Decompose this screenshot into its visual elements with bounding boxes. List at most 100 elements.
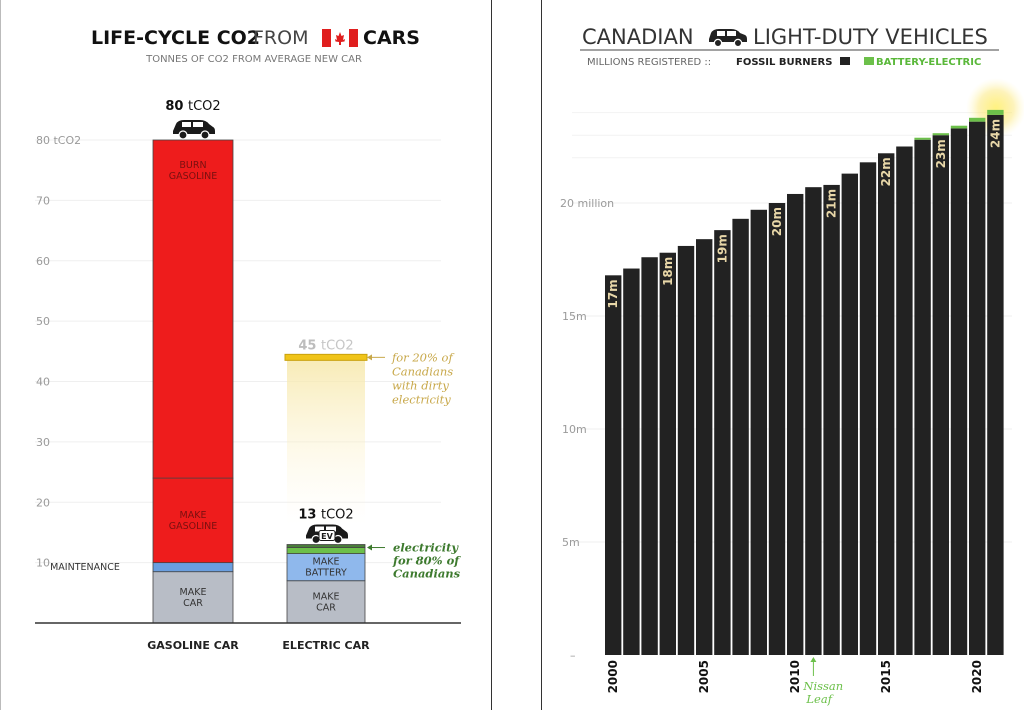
- dirty-electricity-glow: [287, 357, 365, 525]
- chart-title-part1: LIFE-CYCLE CO2: [91, 27, 260, 49]
- y-tick-label-10: 10: [36, 557, 50, 570]
- gasoline-car-maintenance-label: MAINTENANCE: [50, 562, 120, 573]
- y-tick-label-40: 40: [36, 376, 50, 389]
- chart2-title-part2: LIGHT-DUTY VEHICLES: [753, 25, 988, 49]
- electric-car-total-label: 13 tCO2: [298, 508, 353, 523]
- bar-fossil-2013: [841, 173, 858, 655]
- gasoline-car-make-gasoline-label: GASOLINE: [169, 521, 218, 532]
- bar-electric-2018: [932, 133, 949, 136]
- clean-note-arrowhead: [367, 544, 372, 551]
- x-tick-label-2010: 2010: [788, 660, 802, 693]
- y-tick-label-10: 10m: [562, 423, 587, 436]
- y-tick-label-20: 20 million: [560, 197, 614, 210]
- gasoline-car-total-label: 80 tCO2: [165, 99, 220, 114]
- clean-note-line: Canadians: [393, 567, 461, 581]
- chart-title-part2: FROM: [253, 27, 308, 49]
- bar-value-label-2000: 17m: [606, 279, 620, 308]
- electric-car-electricity-segment: [286, 547, 366, 554]
- bar-electric-2020: [969, 117, 986, 122]
- bar-fossil-2015: [878, 153, 895, 655]
- bar-fossil-2017: [914, 139, 931, 656]
- y-tick-label-60: 60: [36, 255, 50, 268]
- bar-electric-2021: [987, 109, 1004, 115]
- gasoline-car-make-gasoline-segment: [152, 477, 234, 564]
- bar-fossil-2000: [605, 275, 622, 655]
- bar-fossil-2001: [623, 268, 640, 655]
- dirty-electricity-total: 45 tCO2: [298, 338, 353, 353]
- electric-car-make-battery-segment: [286, 553, 366, 582]
- bar-fossil-2010: [787, 193, 804, 655]
- y-tick-label-30: 30: [36, 436, 50, 449]
- electric-car-make-car-label: CAR: [316, 602, 336, 613]
- category-label-electric-car: ELECTRIC CAR: [282, 639, 370, 652]
- dirty-note-line: for 20% of: [391, 350, 454, 364]
- bar-value-label-2003: 18m: [661, 257, 675, 286]
- y-tick-label-50: 50: [36, 315, 50, 328]
- gasoline-car-maintenance-segment: [152, 562, 234, 573]
- gasoline-car-make-car-label: MAKE: [180, 587, 207, 598]
- electric-car-make-car-segment: [286, 580, 366, 624]
- electric-car-car-icon: EV: [306, 524, 348, 545]
- electric-car-make-battery-label: BATTERY: [305, 568, 347, 579]
- dirty-note-line: electricity: [392, 392, 451, 406]
- legend-fossil-label: FOSSIL BURNERS: [736, 57, 832, 68]
- chart-title-part3: CARS: [363, 27, 420, 49]
- y-tick-label-20: 20: [36, 496, 50, 509]
- bar-fossil-2006: [714, 230, 731, 655]
- category-label-gasoline-car: GASOLINE CAR: [147, 639, 239, 652]
- dirty-note-line: with dirty: [392, 378, 449, 392]
- bar-fossil-2009: [768, 203, 786, 655]
- bar-fossil-2016: [896, 146, 913, 655]
- electric-car-make-battery-label: MAKE: [313, 557, 340, 568]
- bar-fossil-2012: [823, 184, 840, 656]
- clean-note-line: electricity: [393, 541, 459, 555]
- bar-value-label-2018: 23m: [934, 139, 948, 168]
- legend-electric-label: BATTERY-ELECTRIC: [876, 57, 981, 68]
- bar-fossil-2008: [750, 209, 767, 655]
- dirty-electricity-bar: [284, 353, 368, 361]
- annotation-arrowhead: [810, 657, 817, 662]
- bar-fossil-2014: [859, 162, 877, 655]
- bar-electric-2017: [914, 137, 931, 140]
- light-duty-vehicles-chart: CANADIAN LIGHT-DUTY VEHICLES MILLIONS RE…: [560, 25, 1024, 706]
- light-duty-vehicles-panel: CANADIAN LIGHT-DUTY VEHICLES MILLIONS RE…: [541, 0, 1024, 710]
- legend-electric-swatch: [864, 57, 874, 65]
- bar-value-label-2012: 21m: [825, 189, 839, 218]
- gasoline-car-make-gasoline-label: MAKE: [180, 510, 207, 521]
- chart2-title-part1: CANADIAN: [582, 25, 694, 49]
- gasoline-car-burn-gasoline-label: BURN: [179, 160, 206, 171]
- x-tick-label-2000: 2000: [606, 660, 620, 693]
- chart-subtitle: TONNES OF CO2 FROM AVERAGE NEW CAR: [145, 54, 362, 65]
- y-tick-label-15: 15m: [562, 310, 587, 323]
- bar-fossil-2003: [659, 252, 676, 655]
- bar-fossil-2007: [732, 218, 749, 655]
- electric-car-make-car-label: MAKE: [313, 591, 340, 602]
- gasoline-car-burn-gasoline-segment: [152, 139, 234, 479]
- y-tick-label-0: –: [570, 649, 576, 662]
- life-cycle-co2-chart: LIFE-CYCLE CO2 FROM CARS TONNES OF CO2 F…: [35, 27, 461, 652]
- bar-fossil-2018: [932, 135, 949, 655]
- gasoline-car-make-car-label: CAR: [183, 598, 203, 609]
- chart2-subtitle: MILLIONS REGISTERED ::: [587, 57, 711, 68]
- x-tick-label-2005: 2005: [697, 660, 711, 693]
- bar-electric-2019: [950, 125, 968, 129]
- dirty-note-arrowhead: [367, 354, 372, 361]
- electric-car-electricity-top-segment: [286, 544, 366, 548]
- y-tick-label-5: 5m: [562, 536, 580, 549]
- bar-fossil-2011: [805, 187, 822, 655]
- x-tick-label-2020: 2020: [970, 660, 984, 693]
- gasoline-car-car-icon: [173, 120, 215, 140]
- bar-value-label-2006: 19m: [715, 234, 729, 263]
- car-icon: [709, 29, 747, 48]
- y-tick-label-70: 70: [36, 194, 50, 207]
- bar-value-label-2009: 20m: [770, 207, 784, 236]
- clean-note-line: for 80% of: [392, 554, 461, 568]
- bar-value-label-2021: 24m: [988, 119, 1002, 148]
- bar-fossil-2020: [969, 121, 986, 655]
- dirty-note-line: Canadians: [392, 364, 453, 378]
- bar-fossil-2021: [987, 114, 1004, 656]
- ev-badge-label: EV: [321, 532, 333, 541]
- life-cycle-co2-panel: LIFE-CYCLE CO2 FROM CARS TONNES OF CO2 F…: [0, 0, 492, 710]
- legend-fossil-swatch: [840, 57, 850, 65]
- annotation-nissan-leaf: Nissan: [802, 679, 843, 693]
